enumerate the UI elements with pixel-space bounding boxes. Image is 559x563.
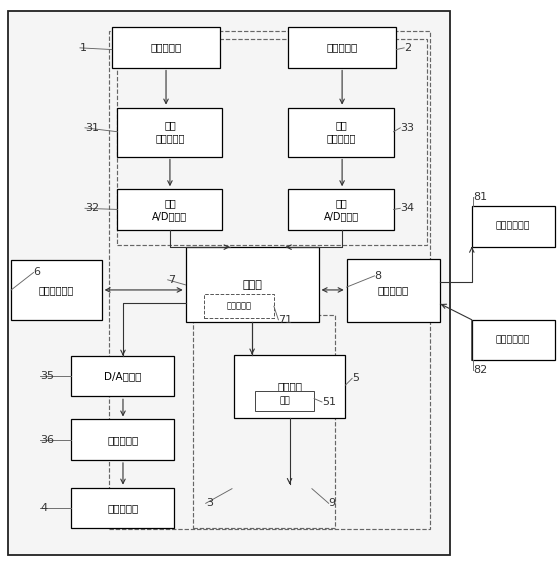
Bar bbox=[472, 320, 555, 360]
Bar bbox=[288, 27, 396, 68]
Bar bbox=[186, 247, 319, 322]
Text: 33: 33 bbox=[400, 123, 414, 133]
Bar bbox=[204, 294, 274, 318]
Text: 32: 32 bbox=[85, 203, 99, 213]
Text: 数据存储模块: 数据存储模块 bbox=[39, 285, 74, 295]
Text: 4: 4 bbox=[40, 503, 48, 513]
Text: 51: 51 bbox=[322, 397, 336, 407]
Bar bbox=[71, 356, 174, 396]
Bar bbox=[11, 260, 102, 320]
Text: 82: 82 bbox=[473, 365, 487, 376]
Text: 天线: 天线 bbox=[280, 396, 290, 405]
Bar bbox=[117, 189, 222, 230]
Bar bbox=[8, 11, 450, 555]
Bar bbox=[117, 108, 222, 157]
Text: 第二
A/D转换器: 第二 A/D转换器 bbox=[324, 198, 358, 221]
Text: 7: 7 bbox=[168, 275, 175, 285]
Text: 计时器模块: 计时器模块 bbox=[226, 302, 252, 310]
Bar bbox=[117, 39, 427, 245]
Bar bbox=[234, 355, 345, 418]
Bar bbox=[71, 488, 174, 528]
Text: 1: 1 bbox=[80, 43, 87, 53]
Text: 第一
信号放大器: 第一 信号放大器 bbox=[155, 120, 184, 144]
Bar bbox=[472, 206, 555, 247]
Text: 通讯模块: 通讯模块 bbox=[277, 381, 302, 391]
Text: 声音报警器: 声音报警器 bbox=[107, 503, 138, 513]
Text: 31: 31 bbox=[85, 123, 99, 133]
Text: 触碰传感器: 触碰传感器 bbox=[327, 42, 358, 52]
Text: 第二
信号放大器: 第二 信号放大器 bbox=[326, 120, 356, 144]
Text: 81: 81 bbox=[473, 192, 487, 202]
Text: 36: 36 bbox=[40, 435, 54, 445]
Text: 35: 35 bbox=[40, 371, 54, 381]
Text: 控制主回路: 控制主回路 bbox=[378, 285, 409, 296]
Bar bbox=[288, 108, 394, 157]
Text: 71: 71 bbox=[278, 315, 292, 325]
Bar bbox=[288, 189, 394, 230]
Text: 9: 9 bbox=[329, 498, 336, 508]
Text: 3: 3 bbox=[206, 498, 213, 508]
Bar bbox=[347, 259, 440, 322]
Bar bbox=[255, 391, 314, 411]
Text: 第一
A/D转换器: 第一 A/D转换器 bbox=[153, 198, 187, 221]
Bar bbox=[109, 31, 430, 529]
Text: 5: 5 bbox=[352, 373, 359, 383]
Bar bbox=[71, 419, 174, 460]
Text: 车门检测装置: 车门检测装置 bbox=[496, 336, 530, 345]
Text: 声音传感器: 声音传感器 bbox=[150, 42, 181, 52]
Text: 单片机: 单片机 bbox=[242, 280, 262, 289]
Text: 2: 2 bbox=[404, 43, 411, 53]
Text: 8: 8 bbox=[375, 271, 382, 281]
Text: 功率放大器: 功率放大器 bbox=[107, 435, 138, 445]
Text: D/A转换器: D/A转换器 bbox=[104, 371, 141, 381]
Bar bbox=[193, 315, 335, 528]
Text: 34: 34 bbox=[400, 203, 414, 213]
Text: 点火控制装置: 点火控制装置 bbox=[496, 222, 530, 231]
Bar bbox=[112, 27, 220, 68]
Text: 6: 6 bbox=[34, 267, 41, 278]
